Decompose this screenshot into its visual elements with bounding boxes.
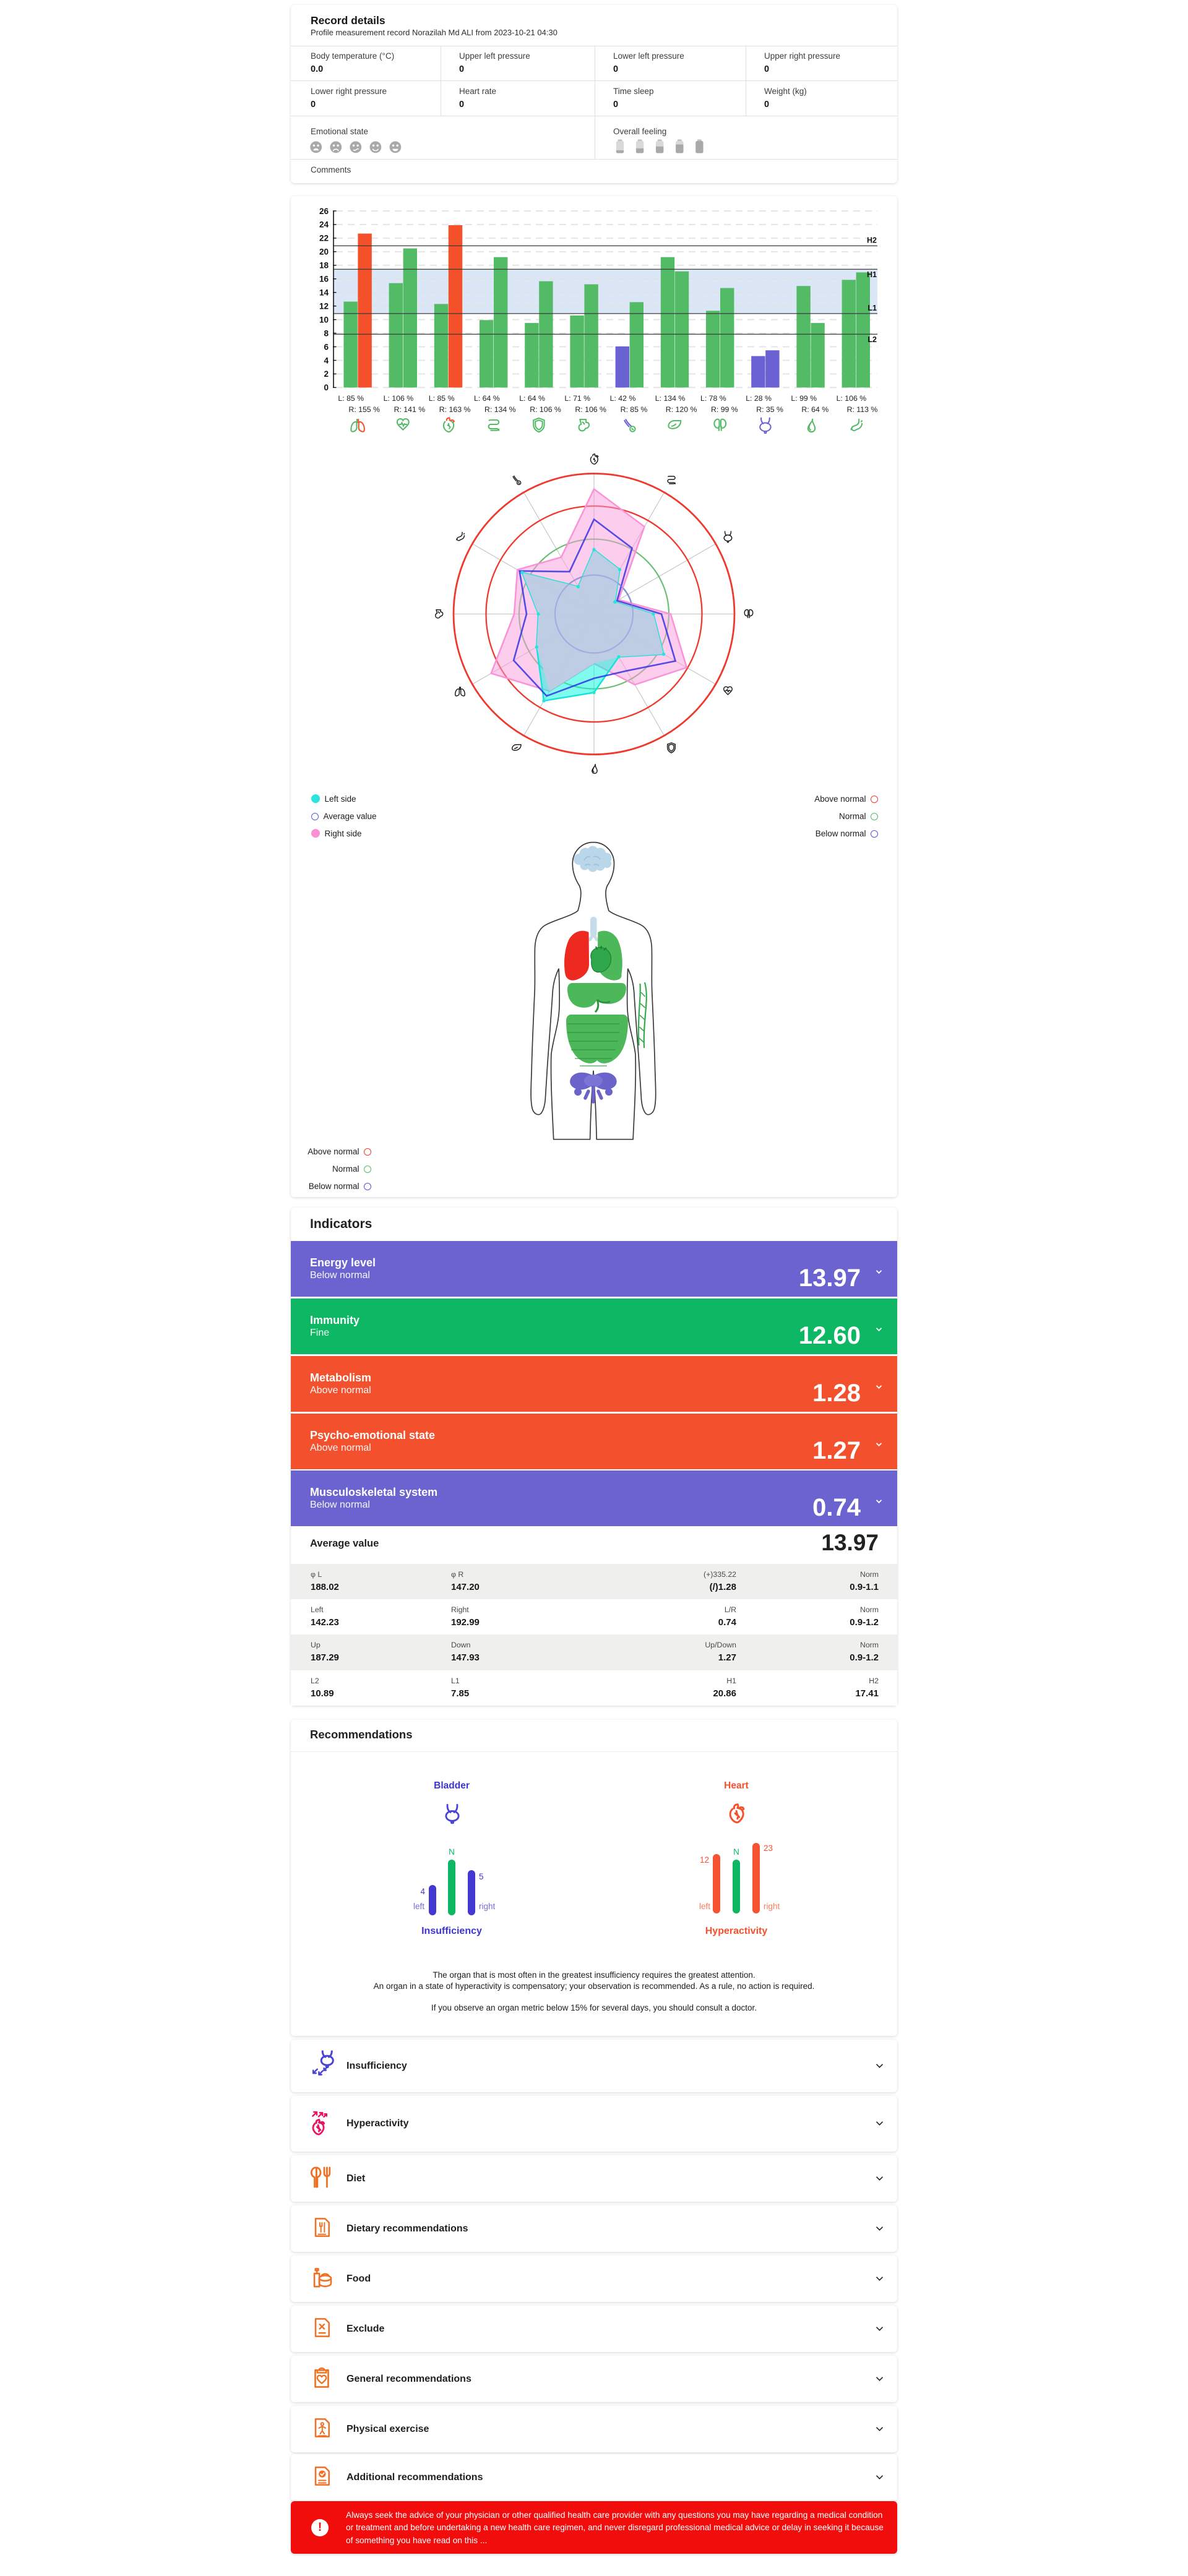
svg-text:L2: L2 [867,335,877,344]
svg-text:L: 28 %: L: 28 % [746,394,772,403]
svg-text:L: 134 %: L: 134 % [655,394,686,403]
svg-text:24: 24 [319,220,329,230]
svg-text:6: 6 [324,342,329,351]
svg-text:L: 106 %: L: 106 % [837,394,867,403]
svg-text:10: 10 [319,315,329,324]
svg-text:L: 106 %: L: 106 % [384,394,414,403]
svg-text:R: 113 %: R: 113 % [847,405,878,414]
svg-text:R: 64 %: R: 64 % [801,405,829,414]
svg-text:H2: H2 [867,236,877,244]
svg-text:20: 20 [319,247,329,257]
svg-text:H1: H1 [867,270,877,279]
svg-text:R: 106 %: R: 106 % [575,405,606,414]
svg-text:16: 16 [319,275,329,284]
svg-text:L: 71 %: L: 71 % [564,394,590,403]
svg-text:2: 2 [324,369,329,379]
svg-text:14: 14 [319,288,329,298]
svg-text:R: 99 %: R: 99 % [711,405,738,414]
svg-text:R: 163 %: R: 163 % [439,405,471,414]
svg-text:R: 85 %: R: 85 % [621,405,648,414]
svg-text:12: 12 [319,301,329,311]
svg-text:L1: L1 [867,304,877,312]
svg-text:22: 22 [319,234,329,243]
svg-text:L: 78 %: L: 78 % [700,394,726,403]
svg-text:R: 35 %: R: 35 % [756,405,783,414]
svg-text:L: 64 %: L: 64 % [474,394,500,403]
svg-text:18: 18 [319,261,329,270]
svg-text:R: 120 %: R: 120 % [666,405,697,414]
svg-text:26: 26 [319,207,329,216]
svg-text:0: 0 [324,383,329,392]
svg-text:L: 42 %: L: 42 % [610,394,636,403]
svg-text:R: 155 %: R: 155 % [348,405,380,414]
svg-text:8: 8 [324,328,329,338]
svg-text:R: 141 %: R: 141 % [394,405,426,414]
svg-text:L: 64 %: L: 64 % [519,394,545,403]
svg-text:R: 134 %: R: 134 % [484,405,516,414]
svg-text:R: 106 %: R: 106 % [530,405,561,414]
svg-text:L: 85 %: L: 85 % [429,394,455,403]
svg-text:4: 4 [324,356,329,365]
svg-text:L: 85 %: L: 85 % [338,394,364,403]
svg-text:L: 99 %: L: 99 % [791,394,817,403]
